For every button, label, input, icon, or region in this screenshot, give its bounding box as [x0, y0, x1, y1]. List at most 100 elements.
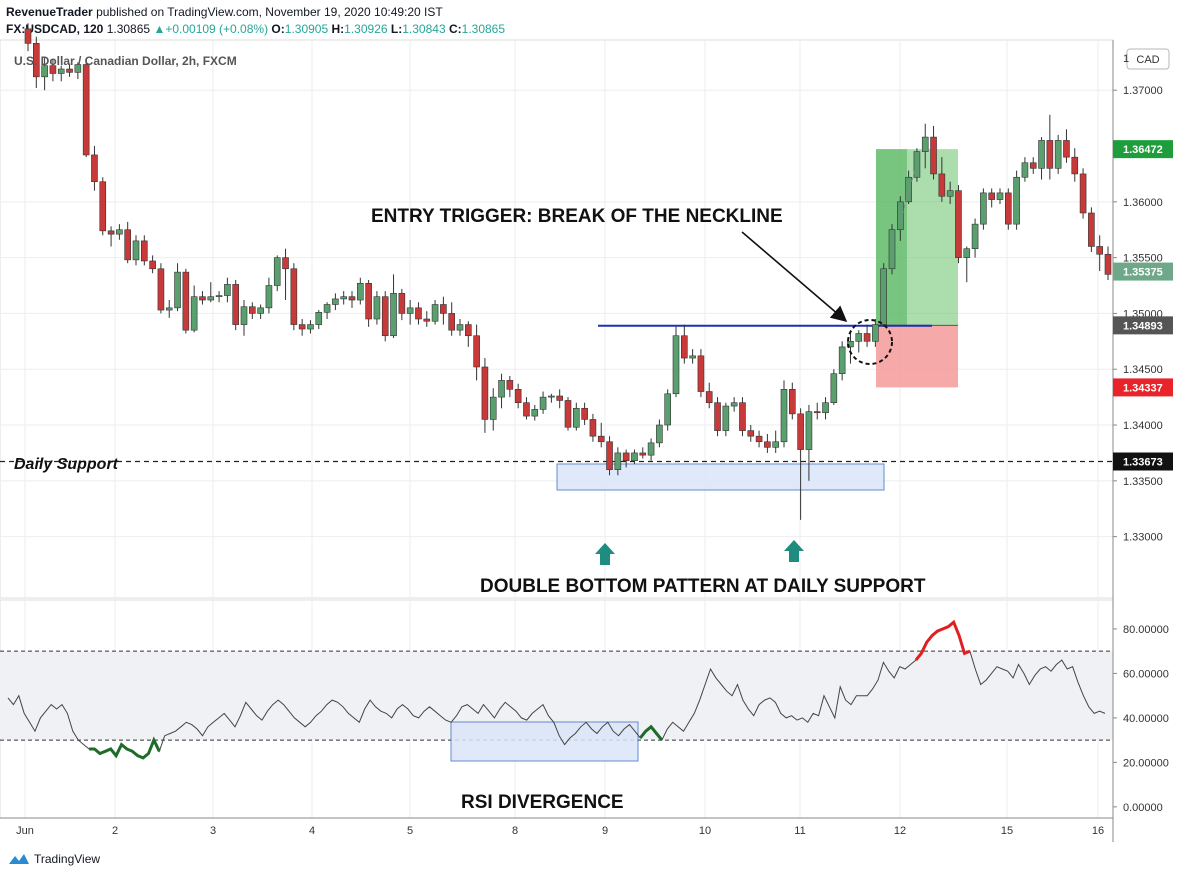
candle-body: [82, 64, 90, 156]
currency-badge-frame: [1126, 48, 1170, 70]
candle-body: [764, 441, 771, 448]
y-tick-label: 1.37000: [1123, 85, 1163, 97]
candle-body: [373, 296, 381, 320]
open-value: 1.30905: [284, 22, 329, 36]
candle-body: [1013, 176, 1020, 225]
candle-body: [1038, 140, 1045, 169]
price-tag-label: 1.34337: [1123, 382, 1163, 394]
footer-brand[interactable]: TradingView: [8, 852, 100, 866]
candle-body: [57, 68, 65, 74]
low-value: 1.30843: [402, 22, 446, 36]
candle-body: [714, 402, 721, 431]
candle-body: [207, 296, 215, 301]
price-tag: [1113, 452, 1173, 471]
x-tick-label: 16: [1092, 825, 1104, 837]
candle-body: [830, 373, 838, 403]
pattern-annotation: DOUBLE BOTTOM PATTERN AT DAILY SUPPORT: [480, 576, 926, 597]
candle-body: [190, 296, 198, 331]
candle-body: [323, 304, 331, 313]
candle-body: [224, 284, 231, 296]
low-label: L:: [390, 22, 403, 36]
rsi-y-tick-label: 0.00000: [1123, 802, 1163, 814]
candle-body: [622, 452, 630, 462]
candle-body: [498, 380, 505, 398]
candle-body: [174, 271, 181, 309]
candle-body: [348, 296, 356, 301]
rsi-bearish-segment: [914, 619, 971, 662]
x-tick-label: 5: [407, 825, 413, 837]
price-tag-label: 1.36472: [1123, 144, 1163, 156]
candle-body: [656, 424, 663, 444]
candle-body: [182, 271, 190, 331]
candle-body: [332, 298, 339, 305]
bottom-arrow-icon: [784, 540, 804, 562]
candle-body: [249, 306, 256, 314]
candle-body: [465, 324, 472, 337]
candle-body: [199, 296, 206, 301]
price-tag: [1113, 378, 1173, 397]
candle-body: [739, 402, 746, 431]
candle-body: [897, 201, 904, 231]
candle-body: [99, 181, 107, 232]
entry-annotation: ENTRY TRIGGER: BREAK OF THE NECKLINE: [371, 206, 783, 227]
high-label: H:: [331, 22, 345, 36]
candle-body: [66, 68, 73, 73]
y-tick-label: 1.35500: [1123, 253, 1163, 265]
candle-body: [872, 324, 879, 342]
currency-badge[interactable]: CAD: [1136, 54, 1159, 66]
candle-body: [415, 307, 422, 320]
candle-body: [74, 64, 82, 73]
candle-body: [257, 307, 264, 314]
high-value: 1.30926: [344, 22, 388, 36]
rsi-bullish-segment: [89, 736, 161, 760]
candle-body: [639, 452, 647, 456]
last-price: 1.30865: [106, 22, 151, 36]
candle-body: [539, 396, 547, 410]
candle-body: [1104, 253, 1112, 275]
candle-body: [531, 409, 539, 417]
x-tick-label: 2: [112, 825, 118, 837]
publisher-name[interactable]: RevenueTrader: [6, 5, 93, 19]
candle-body: [548, 395, 555, 398]
trade-zones: [876, 149, 958, 388]
x-tick-label: Jun: [16, 825, 34, 837]
candle-body: [273, 257, 281, 286]
candle-body: [489, 396, 497, 420]
candle-body: [988, 192, 995, 200]
candle-body: [855, 333, 863, 342]
price-tag: [1113, 316, 1173, 335]
candle-body: [581, 407, 588, 420]
candle-body: [963, 248, 971, 258]
published-text: published on TradingView.com, November 1…: [96, 5, 443, 19]
candle-body: [514, 389, 522, 404]
candle-body: [481, 366, 489, 420]
candle-body: [41, 65, 48, 78]
entry-arrow: [741, 231, 848, 323]
candle-body: [406, 307, 414, 314]
candle-body: [946, 190, 954, 197]
candle-body: [390, 293, 397, 337]
target-path: [899, 165, 917, 223]
candle-body: [141, 240, 148, 262]
price-tag-label: 1.34893: [1123, 320, 1163, 332]
candle-body: [423, 318, 431, 322]
candle-body: [165, 307, 173, 311]
candle-body: [357, 282, 364, 301]
candle-body: [33, 43, 40, 78]
tradingview-logo-icon: [9, 854, 29, 864]
candle-body: [107, 230, 115, 235]
candle-body: [149, 260, 156, 270]
candle-body: [440, 304, 447, 314]
candle-body: [647, 442, 655, 456]
candle-body: [1088, 212, 1095, 247]
x-tick-label: 8: [512, 825, 518, 837]
y-tick-label: 1.34500: [1123, 364, 1163, 376]
x-tick-label: 9: [602, 825, 608, 837]
x-tick-label: 12: [894, 825, 906, 837]
candle-body: [913, 151, 921, 178]
candle-body: [523, 402, 530, 417]
candle-body: [772, 441, 779, 448]
axes: 1.370001.360001.355001.350001.345001.340…: [0, 40, 1173, 842]
price-tag: [1113, 140, 1173, 159]
